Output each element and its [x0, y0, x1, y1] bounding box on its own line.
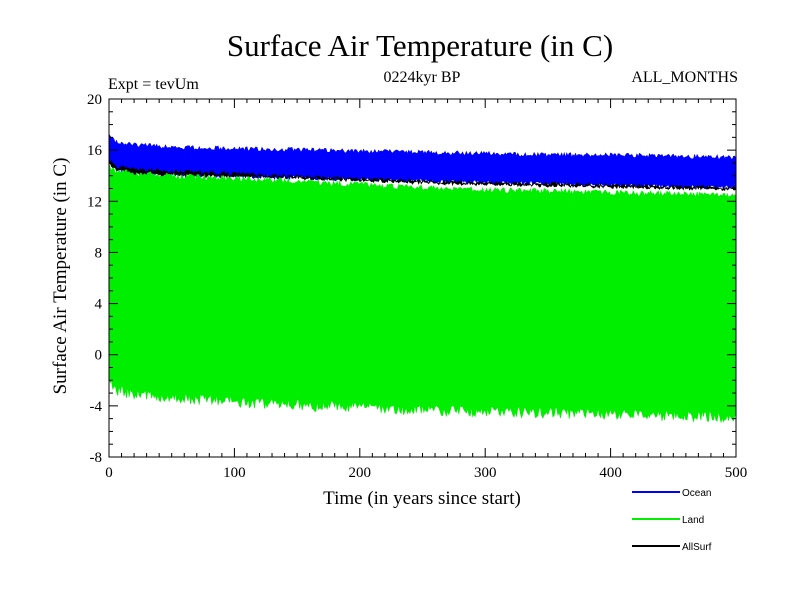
x-tick-label: 0 — [105, 465, 113, 481]
period-label: 0224kyr BP — [384, 69, 461, 86]
y-tick-label: -4 — [90, 399, 103, 415]
legend-label-land: Land — [682, 515, 704, 526]
y-tick-label: 0 — [95, 348, 103, 364]
experiment-label: Expt = tevUm — [108, 76, 199, 93]
series-land-band — [108, 163, 737, 423]
y-tick-label: 4 — [95, 297, 103, 313]
x-tick-label: 100 — [223, 465, 246, 481]
legend-label-ocean: Ocean — [682, 488, 711, 499]
x-tick-label: 400 — [599, 465, 622, 481]
y-tick-label: -8 — [90, 450, 103, 466]
x-axis-label: Time (in years since start) — [323, 488, 521, 509]
chart-title: Surface Air Temperature (in C) — [227, 28, 613, 63]
y-tick-label: 12 — [87, 194, 102, 210]
y-tick-label: 20 — [87, 92, 102, 108]
x-tick-label: 200 — [349, 465, 372, 481]
months-label: ALL_MONTHS — [631, 69, 738, 86]
legend: Ocean Land AllSurf — [632, 488, 712, 553]
legend-label-allsurf: AllSurf — [682, 542, 712, 553]
y-axis-label: Surface Air Temperature (in C) — [50, 158, 71, 395]
series-land — [108, 163, 737, 423]
y-tick-label: 8 — [95, 245, 103, 261]
x-tick-label: 300 — [474, 465, 497, 481]
y-tick-label: 16 — [87, 143, 103, 159]
x-tick-label: 500 — [725, 465, 748, 481]
axis-ticks: 0 100 200 300 400 500 -8 -4 0 4 8 12 16 20 — [87, 92, 747, 481]
